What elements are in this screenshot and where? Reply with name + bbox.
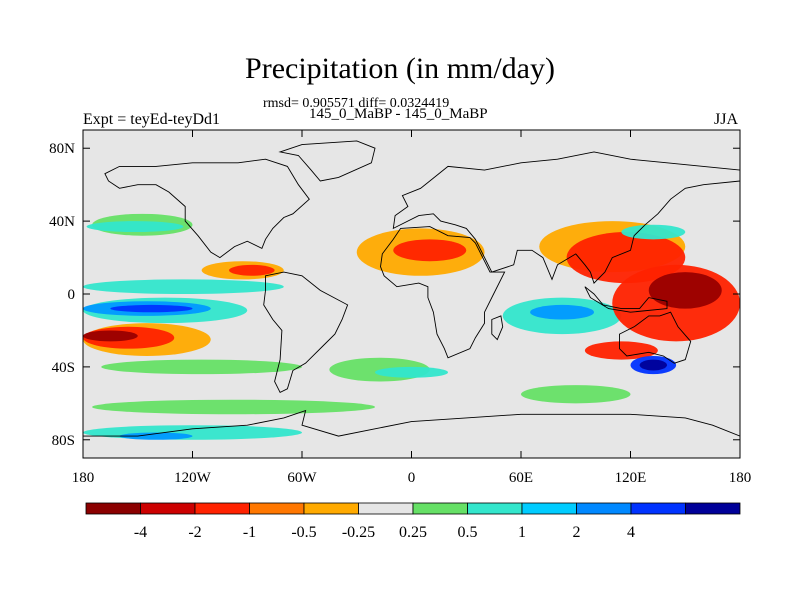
colorbar-label: -0.5	[291, 524, 316, 541]
colorbar-swatch	[685, 502, 741, 515]
colorbar-label: 0.5	[458, 524, 478, 541]
colorbar-swatch	[249, 502, 305, 515]
colorbar-swatch	[630, 502, 686, 515]
coastline-antarctica	[83, 409, 740, 458]
lon-tick-label: 180	[72, 470, 95, 486]
precip-region-east-pacific-itcz-red	[229, 264, 275, 276]
colorbar-swatch	[467, 502, 523, 515]
precip-region-southern-ocean-green	[92, 399, 375, 415]
coastline-eurasia	[392, 151, 740, 284]
precip-region-southern-indian-green	[521, 385, 631, 404]
lon-tick-label: 120E	[615, 470, 647, 486]
lat-tick-label: 40S	[52, 360, 75, 376]
lon-tick-label: 0	[408, 470, 416, 486]
precip-region-south-pacific-green	[101, 359, 302, 375]
precip-region-antarctic-coast-cyan	[83, 425, 302, 440]
coastline-australia	[619, 311, 692, 364]
colorbar-label: 4	[627, 524, 635, 541]
coastline-layer	[83, 140, 740, 458]
colorbar-swatch	[358, 502, 414, 515]
colorbar-label: -1	[243, 524, 256, 541]
axis-ticks: 80N 40N 0 40S 80S 180 120W 60W 0 60E 120E 180	[49, 130, 751, 486]
colorbar-swatch	[521, 502, 577, 515]
precip-region-south-pacific-dark-blue	[110, 304, 193, 313]
precip-region-north-pacific-west-cyan	[621, 224, 686, 240]
lon-tick-label: 120W	[174, 470, 212, 486]
precip-fill-layer	[83, 213, 740, 440]
lon-tick-label: 60E	[509, 470, 533, 486]
plot-title: Precipitation (in mm/day)	[245, 52, 555, 85]
precip-region-south-atlantic-cyan	[375, 366, 448, 378]
precip-region-sahel-red	[393, 239, 467, 262]
colorbar-label: -4	[134, 524, 147, 541]
lat-tick-label: 80N	[49, 141, 75, 157]
colorbar-label: 0.25	[399, 524, 427, 541]
experiment-label: Expt = teyEd-teyDd1	[83, 111, 220, 128]
lon-tick-label: 180	[729, 470, 752, 486]
coastline-indonesia	[584, 286, 668, 313]
lat-tick-label: 40N	[49, 214, 75, 230]
coastline-greenland	[278, 140, 376, 182]
colorbar-label: 2	[573, 524, 581, 541]
coastline-madagascar	[491, 315, 504, 341]
colorbar-label: -2	[188, 524, 201, 541]
colorbar: -4 -2 -1 -0.5 -0.25 0.25 0.5 1 2 4	[85, 502, 741, 541]
colorbar-swatch	[85, 502, 141, 515]
colorbar-swatch	[194, 502, 250, 515]
lat-tick-label: 0	[68, 287, 76, 303]
colorbar-label: -0.25	[342, 524, 375, 541]
colorbar-label: 1	[518, 524, 526, 541]
precip-region-antarctic-coast-blue	[119, 432, 193, 440]
coastline-north-america	[104, 158, 310, 259]
colorbar-swatch	[140, 502, 196, 515]
colorbar-swatch	[412, 502, 468, 515]
precip-region-spcz-dark-red	[83, 330, 138, 342]
precip-region-indian-ocean-blue	[530, 304, 594, 320]
colorbar-swatch	[303, 502, 359, 515]
stats-line: rmsd= 0.905571 diff= 0.0324419	[263, 96, 450, 111]
lon-tick-label: 60W	[287, 470, 317, 486]
lat-tick-label: 80S	[52, 433, 75, 449]
precip-region-west-pacific-dark-red	[648, 272, 722, 309]
case-pair-label: 145_0_MaBP - 145_0_MaBP	[309, 106, 488, 122]
colorbar-swatch	[576, 502, 632, 515]
precip-region-north-pacific-cyan-band	[86, 221, 184, 233]
coastline-south-america	[263, 271, 349, 394]
precip-region-australia-south-dark-blue	[639, 359, 667, 371]
season-label: JJA	[714, 111, 739, 128]
coastline-africa	[380, 226, 506, 359]
precip-region-tropical-pacific-cyan	[83, 279, 284, 295]
